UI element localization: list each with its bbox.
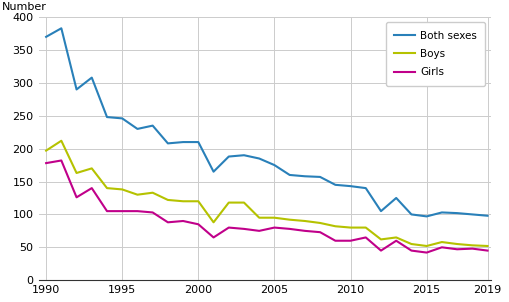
Both sexes [59, 27, 65, 30]
Line: Both sexes: Both sexes [46, 28, 488, 217]
Girls [119, 209, 125, 213]
Both sexes [211, 170, 217, 173]
Both sexes [348, 184, 354, 188]
Both sexes [195, 140, 202, 144]
Girls [150, 210, 156, 214]
Boys [241, 201, 247, 204]
Boys [104, 186, 110, 190]
Both sexes [485, 214, 491, 217]
Both sexes [423, 215, 430, 218]
Boys [423, 244, 430, 248]
Both sexes [287, 173, 293, 177]
Both sexes [469, 213, 475, 216]
Girls [439, 246, 445, 249]
Both sexes [89, 76, 95, 79]
Both sexes [180, 140, 186, 144]
Both sexes [119, 117, 125, 120]
Boys [195, 199, 202, 203]
Both sexes [363, 186, 369, 190]
Both sexes [408, 213, 414, 216]
Girls [211, 236, 217, 239]
Boys [454, 242, 460, 246]
Boys [469, 243, 475, 247]
Boys [165, 198, 171, 202]
Girls [89, 186, 95, 190]
Both sexes [73, 88, 79, 91]
Boys [271, 216, 277, 220]
Line: Girls: Girls [46, 160, 488, 252]
Boys [134, 193, 140, 197]
Both sexes [150, 124, 156, 127]
Boys [287, 218, 293, 221]
Boys [348, 226, 354, 230]
Both sexes [165, 142, 171, 145]
Boys [393, 236, 399, 239]
Both sexes [134, 127, 140, 131]
Boys [378, 238, 384, 241]
Both sexes [104, 115, 110, 119]
Boys [43, 149, 49, 153]
Both sexes [225, 155, 232, 158]
Boys [485, 244, 491, 248]
Girls [302, 229, 308, 233]
Girls [348, 239, 354, 243]
Boys [317, 221, 323, 225]
Boys [180, 199, 186, 203]
Line: Boys: Boys [46, 141, 488, 246]
Girls [332, 239, 338, 243]
Boys [225, 201, 232, 204]
Legend: Both sexes, Boys, Girls: Both sexes, Boys, Girls [386, 22, 486, 86]
Girls [195, 223, 202, 226]
Girls [241, 227, 247, 231]
Girls [408, 249, 414, 252]
Boys [256, 216, 262, 220]
Girls [469, 247, 475, 250]
Y-axis label: Number: Number [3, 2, 47, 12]
Both sexes [454, 211, 460, 215]
Both sexes [378, 209, 384, 213]
Girls [454, 247, 460, 251]
Boys [73, 171, 79, 175]
Girls [271, 226, 277, 230]
Boys [211, 220, 217, 224]
Girls [393, 239, 399, 243]
Both sexes [393, 196, 399, 200]
Girls [180, 219, 186, 223]
Girls [225, 226, 232, 230]
Both sexes [241, 153, 247, 157]
Girls [43, 161, 49, 165]
Boys [363, 226, 369, 230]
Both sexes [439, 210, 445, 214]
Boys [119, 188, 125, 191]
Boys [59, 139, 65, 143]
Boys [302, 219, 308, 223]
Boys [150, 191, 156, 194]
Girls [423, 251, 430, 254]
Girls [73, 195, 79, 199]
Girls [104, 209, 110, 213]
Both sexes [317, 175, 323, 179]
Both sexes [332, 183, 338, 187]
Girls [378, 249, 384, 252]
Boys [439, 240, 445, 244]
Both sexes [271, 163, 277, 167]
Boys [89, 167, 95, 170]
Girls [485, 249, 491, 252]
Girls [256, 229, 262, 233]
Girls [287, 227, 293, 231]
Girls [59, 159, 65, 162]
Both sexes [256, 157, 262, 160]
Both sexes [302, 175, 308, 178]
Girls [134, 209, 140, 213]
Boys [332, 224, 338, 228]
Boys [408, 242, 414, 246]
Girls [363, 236, 369, 239]
Girls [165, 220, 171, 224]
Girls [317, 230, 323, 234]
Both sexes [43, 35, 49, 39]
